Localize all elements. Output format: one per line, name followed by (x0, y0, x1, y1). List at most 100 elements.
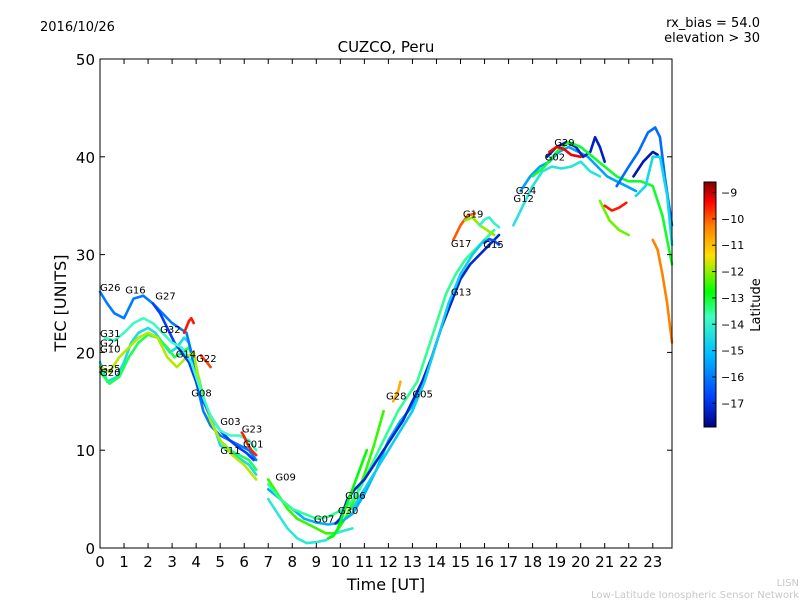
y-tick-label: 20 (76, 344, 95, 362)
satellite-label-g15: G15 (483, 240, 503, 251)
tec-track-7 (199, 353, 212, 369)
satellite-label-g32: G32 (160, 325, 180, 336)
x-tick-label: 6 (239, 553, 249, 571)
x-tick-label: 18 (523, 553, 542, 571)
x-tick-label: 23 (643, 553, 662, 571)
x-tick-label: 15 (451, 553, 470, 571)
colorbar-ticks: −9 −10 −11 −12 −13 −14 −15 −16 −17 (712, 187, 744, 410)
satellite-label-g24: G24 (516, 186, 536, 197)
satellite-label-g23: G23 (242, 425, 262, 436)
credit-full: Low-Latitude Ionospheric Sensor Network (591, 590, 799, 600)
satellite-label-g28: G28 (386, 391, 406, 402)
tec-track-13 (334, 233, 501, 525)
tec-track-20 (483, 237, 501, 247)
satellite-label-g27: G27 (155, 292, 175, 303)
colorbar-tick-label: −10 (721, 213, 744, 226)
colorbar-tick-label: −9 (721, 187, 737, 200)
satellite-label-g06: G06 (345, 491, 365, 502)
x-tick-label: 19 (547, 553, 566, 571)
y-tick-label: 50 (76, 51, 95, 69)
tec-track-29 (651, 238, 674, 344)
satellite-label-g10: G10 (100, 344, 120, 355)
x-tick-label: 1 (119, 553, 129, 571)
colorbar-tick-label: −12 (721, 266, 744, 279)
tec-track-6 (182, 316, 195, 335)
satellite-label-g14: G14 (176, 349, 196, 360)
satellite-label-g13: G13 (451, 288, 471, 299)
satellite-label-g31: G31 (100, 329, 120, 340)
chart-title: CUZCO, Peru (338, 38, 435, 56)
satellite-label-g19: G19 (463, 209, 483, 220)
satellite-label-g20: G20 (100, 368, 120, 379)
colorbar-label: Latitude (749, 278, 764, 332)
x-axis-label: Time [UT] (346, 575, 425, 594)
tec-track-24 (531, 140, 674, 266)
x-tick-label: 12 (379, 553, 398, 571)
x-tick-label: 0 (95, 553, 105, 571)
tec-track-14 (326, 448, 369, 540)
satellite-label-g21: G21 (100, 339, 120, 350)
satellite-label-g17: G17 (451, 239, 471, 250)
tec-track-21 (512, 160, 602, 227)
date-label: 2016/10/26 (40, 20, 115, 35)
x-tick-label: 3 (167, 553, 177, 571)
x-tick-label: 7 (263, 553, 273, 571)
x-tick-label: 16 (475, 553, 494, 571)
colorbar-tick-label: −15 (721, 345, 744, 358)
tec-track-19 (478, 216, 501, 229)
x-tick-label: 8 (287, 553, 297, 571)
x-tick-label: 4 (191, 553, 201, 571)
tec-track-16 (391, 380, 402, 403)
tec-track-31 (603, 201, 628, 212)
tec-track-3 (98, 331, 258, 481)
x-tick-label: 5 (215, 553, 225, 571)
tec-track-8 (240, 431, 258, 457)
satellite-label-g01: G01 (243, 439, 263, 450)
tec-track-15 (351, 238, 486, 511)
satellite-label-g08: G08 (191, 388, 211, 399)
satellite-label-g30: G30 (338, 506, 358, 517)
tec-track-10 (266, 497, 354, 545)
axis-ticks: 0 1 2 3 4 5 6 7 8 9 10 11 12 13 14 15 16 17 18 19 20 21 22 2301… (76, 51, 672, 571)
satellite-label-g05: G05 (412, 389, 432, 400)
satellite-label-g22: G22 (196, 354, 216, 365)
tec-track-25 (615, 126, 674, 227)
tec-track-9 (266, 409, 385, 535)
colorbar-tick-label: −16 (721, 371, 744, 384)
tec-track-5 (103, 316, 258, 452)
satellite-label-g11: G11 (220, 446, 240, 457)
x-tick-label: 17 (499, 553, 518, 571)
y-axis-label: TEC [UNITS] (51, 255, 70, 353)
satellite-label-g16: G16 (125, 286, 145, 297)
plot-frame (99, 58, 673, 549)
satellite-label-g03: G03 (220, 417, 240, 428)
satellite-label-g12: G12 (513, 194, 533, 205)
elevation-label: elevation > 30 (664, 31, 760, 46)
colorbar-tick-label: −11 (721, 239, 744, 252)
x-tick-label: 2 (143, 553, 153, 571)
colorbar-tick-label: −13 (721, 292, 744, 305)
y-tick-label: 40 (76, 149, 95, 167)
satellite-label-g29: G29 (554, 138, 574, 149)
x-tick-label: 10 (331, 553, 350, 571)
colorbar-tick-label: −14 (721, 318, 744, 331)
x-tick-label: 20 (571, 553, 590, 571)
tec-track-23 (545, 135, 607, 163)
x-tick-label: 11 (355, 553, 374, 571)
y-tick-label: 30 (76, 247, 95, 265)
tec-track-12 (266, 228, 496, 521)
satellite-label-g07: G07 (314, 515, 334, 526)
tec-track-28 (634, 155, 674, 247)
x-tick-label: 9 (312, 553, 322, 571)
y-tick-label: 0 (85, 540, 95, 558)
tec-track-26 (632, 150, 659, 178)
plot-area (100, 59, 672, 548)
credit-short: LISN (777, 578, 799, 589)
colorbar-tick-label: −17 (721, 397, 744, 410)
x-tick-label: 13 (403, 553, 422, 571)
x-tick-label: 14 (427, 553, 446, 571)
satellite-label-g26: G26 (100, 283, 120, 294)
x-tick-label: 21 (595, 553, 614, 571)
